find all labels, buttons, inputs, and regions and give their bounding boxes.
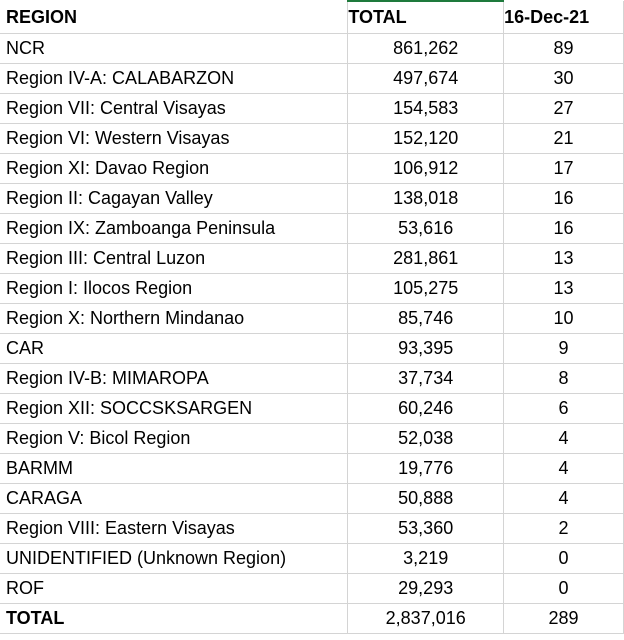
table-row: Region X: Northern Mindanao 85,746 10 xyxy=(0,303,624,334)
table-row: Region VI: Western Visayas 152,120 21 xyxy=(0,123,624,154)
total-cell[interactable]: 19,776 xyxy=(347,453,505,484)
region-cell[interactable]: UNIDENTIFIED (Unknown Region) xyxy=(0,543,349,574)
total-cell[interactable]: 154,583 xyxy=(347,93,505,124)
total-cell[interactable]: 60,246 xyxy=(347,393,505,424)
total-cell[interactable]: 152,120 xyxy=(347,123,505,154)
region-cell[interactable]: Region III: Central Luzon xyxy=(0,243,349,274)
table-body: NCR 861,262 89 Region IV-A: CALABARZON 497,6… xyxy=(0,33,624,634)
date-count-cell[interactable]: 10 xyxy=(503,303,624,334)
table-row: Region IX: Zamboanga Peninsula 53,616 16 xyxy=(0,213,624,244)
date-count-cell[interactable]: 2 xyxy=(503,513,624,544)
table-row: Region XII: SOCCSKSARGEN 60,246 6 xyxy=(0,393,624,424)
header-total[interactable]: TOTAL xyxy=(347,0,505,34)
date-count-cell[interactable]: 27 xyxy=(503,93,624,124)
total-cell[interactable]: 3,219 xyxy=(347,543,505,574)
table-row: Region III: Central Luzon 281,861 13 xyxy=(0,243,624,274)
table-row: UNIDENTIFIED (Unknown Region) 3,219 0 xyxy=(0,543,624,574)
date-count-cell[interactable]: 8 xyxy=(503,363,624,394)
region-cell[interactable]: Region XI: Davao Region xyxy=(0,153,349,184)
table-row: BARMM 19,776 4 xyxy=(0,453,624,484)
total-cell[interactable]: 52,038 xyxy=(347,423,505,454)
table-row: ROF 29,293 0 xyxy=(0,573,624,604)
header-row: REGION TOTAL 16-Dec-21 xyxy=(0,0,624,34)
header-date[interactable]: 16-Dec-21 xyxy=(503,1,624,34)
table-row: NCR 861,262 89 xyxy=(0,33,624,64)
date-count-cell[interactable]: 6 xyxy=(503,393,624,424)
table-row: Region VII: Central Visayas 154,583 27 xyxy=(0,93,624,124)
total-cell[interactable]: 138,018 xyxy=(347,183,505,214)
region-cell[interactable]: Region X: Northern Mindanao xyxy=(0,303,349,334)
total-cell[interactable]: 93,395 xyxy=(347,333,505,364)
region-cell[interactable]: CAR xyxy=(0,333,349,364)
date-count-cell[interactable]: 17 xyxy=(503,153,624,184)
date-count-cell[interactable]: 30 xyxy=(503,63,624,94)
region-cell[interactable]: Region V: Bicol Region xyxy=(0,423,349,454)
date-count-cell[interactable]: 9 xyxy=(503,333,624,364)
total-cell[interactable]: 85,746 xyxy=(347,303,505,334)
region-cell[interactable]: Region XII: SOCCSKSARGEN xyxy=(0,393,349,424)
total-cell[interactable]: 861,262 xyxy=(347,33,505,64)
table-row: Region VIII: Eastern Visayas 53,360 2 xyxy=(0,513,624,544)
region-cell[interactable]: Region VI: Western Visayas xyxy=(0,123,349,154)
region-cell[interactable]: ROF xyxy=(0,573,349,604)
date-count-cell[interactable]: 16 xyxy=(503,183,624,214)
region-cell[interactable]: Region VII: Central Visayas xyxy=(0,93,349,124)
region-cell[interactable]: Region IV-B: MIMAROPA xyxy=(0,363,349,394)
total-cell[interactable]: 105,275 xyxy=(347,273,505,304)
region-cell[interactable]: Region I: Ilocos Region xyxy=(0,273,349,304)
date-total-cell[interactable]: 289 xyxy=(503,603,624,634)
table-row: Region V: Bicol Region 52,038 4 xyxy=(0,423,624,454)
date-count-cell[interactable]: 16 xyxy=(503,213,624,244)
table-row: Region IV-A: CALABARZON 497,674 30 xyxy=(0,63,624,94)
date-count-cell[interactable]: 4 xyxy=(503,483,624,514)
date-count-cell[interactable]: 0 xyxy=(503,543,624,574)
total-cell[interactable]: 50,888 xyxy=(347,483,505,514)
total-cell[interactable]: 29,293 xyxy=(347,573,505,604)
header-region[interactable]: REGION xyxy=(0,1,349,34)
date-count-cell[interactable]: 0 xyxy=(503,573,624,604)
table-row: Region XI: Davao Region 106,912 17 xyxy=(0,153,624,184)
table-row: Region II: Cagayan Valley 138,018 16 xyxy=(0,183,624,214)
date-count-cell[interactable]: 21 xyxy=(503,123,624,154)
total-cell[interactable]: 37,734 xyxy=(347,363,505,394)
total-cell[interactable]: 281,861 xyxy=(347,243,505,274)
total-label-cell[interactable]: TOTAL xyxy=(0,603,349,634)
total-row: TOTAL 2,837,016 289 xyxy=(0,603,624,634)
total-cell[interactable]: 53,360 xyxy=(347,513,505,544)
date-count-cell[interactable]: 13 xyxy=(503,273,624,304)
date-count-cell[interactable]: 4 xyxy=(503,423,624,454)
date-count-cell[interactable]: 4 xyxy=(503,453,624,484)
region-cell[interactable]: NCR xyxy=(0,33,349,64)
table-row: Region I: Ilocos Region 105,275 13 xyxy=(0,273,624,304)
grand-total-cell[interactable]: 2,837,016 xyxy=(347,603,505,634)
total-cell[interactable]: 497,674 xyxy=(347,63,505,94)
table-row: Region IV-B: MIMAROPA 37,734 8 xyxy=(0,363,624,394)
region-cell[interactable]: Region IV-A: CALABARZON xyxy=(0,63,349,94)
region-cell[interactable]: BARMM xyxy=(0,453,349,484)
region-cell[interactable]: Region VIII: Eastern Visayas xyxy=(0,513,349,544)
region-cell[interactable]: Region IX: Zamboanga Peninsula xyxy=(0,213,349,244)
total-cell[interactable]: 106,912 xyxy=(347,153,505,184)
date-count-cell[interactable]: 13 xyxy=(503,243,624,274)
total-cell[interactable]: 53,616 xyxy=(347,213,505,244)
region-cell[interactable]: Region II: Cagayan Valley xyxy=(0,183,349,214)
table-row: CARAGA 50,888 4 xyxy=(0,483,624,514)
date-count-cell[interactable]: 89 xyxy=(503,33,624,64)
region-cell[interactable]: CARAGA xyxy=(0,483,349,514)
table-row: CAR 93,395 9 xyxy=(0,333,624,364)
